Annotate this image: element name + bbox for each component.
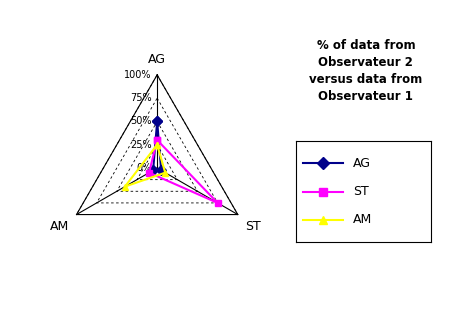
Text: 75%: 75% <box>130 93 152 103</box>
Text: 25%: 25% <box>130 140 152 150</box>
Text: AG: AG <box>148 52 166 66</box>
Text: ST: ST <box>245 220 261 233</box>
Text: 50%: 50% <box>130 117 152 126</box>
Text: ST: ST <box>353 185 369 198</box>
Text: AM: AM <box>353 213 372 226</box>
Text: AG: AG <box>353 157 371 170</box>
Text: % of data from
Observateur 2
versus data from
Observateur 1: % of data from Observateur 2 versus data… <box>309 39 423 102</box>
Text: 0%: 0% <box>136 163 152 173</box>
Text: AM: AM <box>50 220 69 233</box>
Text: 100%: 100% <box>124 70 152 80</box>
